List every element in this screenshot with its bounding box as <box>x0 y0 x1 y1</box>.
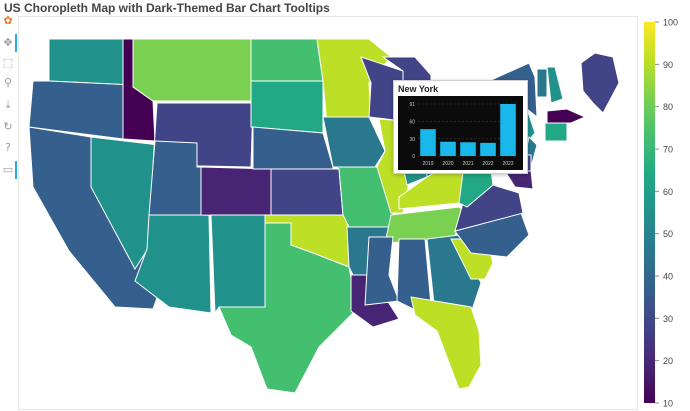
map-plot-area[interactable] <box>18 16 638 410</box>
state-fl[interactable] <box>410 296 482 390</box>
state-tx[interactable] <box>218 222 358 394</box>
reset-icon[interactable]: ↻ <box>3 120 13 133</box>
state-ma[interactable] <box>546 108 587 124</box>
tooltip-bar-2023 <box>500 104 516 156</box>
state-nm[interactable] <box>210 214 266 315</box>
state-me[interactable] <box>580 52 620 114</box>
state-ms[interactable] <box>364 236 400 306</box>
state-wa[interactable] <box>48 38 134 86</box>
tooltip-x-tick-label: 2023 <box>502 161 513 167</box>
state-nv[interactable] <box>90 136 160 270</box>
tooltip-y-tick-label: 60 <box>409 120 415 126</box>
tooltip-x-tick-label: 2020 <box>442 161 453 167</box>
state-ks[interactable] <box>270 168 344 216</box>
tooltip-state-name: New York <box>398 84 439 94</box>
bokeh-logo-icon: ✿ <box>3 14 13 27</box>
toolbar: ✿ ✥ ⬚ ⚲ ⤓ ↻? ▭ <box>0 14 17 184</box>
state-mt[interactable] <box>132 38 254 102</box>
color-bar-gradient <box>644 22 655 403</box>
wheel-zoom-icon[interactable]: ⚲ <box>3 76 13 89</box>
state-wi[interactable] <box>360 56 404 122</box>
help-icon[interactable]: ? <box>5 141 11 154</box>
tooltip-bar-2021 <box>460 142 476 156</box>
tooltip-y-tick-label: 91 <box>409 102 415 108</box>
pan-icon[interactable]: ✥ <box>1 34 17 52</box>
hover-tooltip: New York 0 30 60 91 2019 2020 2021 2022 2023 <box>393 80 528 174</box>
hover-icon[interactable]: ▭ <box>2 161 17 179</box>
color-bar-tick-label: 40 <box>663 272 673 282</box>
save-icon[interactable]: ⤓ <box>5 98 11 111</box>
state-ia[interactable] <box>322 116 386 168</box>
color-bar-tick-label: 70 <box>663 145 673 155</box>
color-bar-tick-label: 20 <box>663 356 673 366</box>
us-choropleth-map[interactable] <box>19 17 637 409</box>
tooltip-bar-2020 <box>440 141 456 156</box>
tooltip-bar-2019 <box>420 129 436 156</box>
tooltip-x-tick-label: 2019 <box>422 161 433 167</box>
color-bar-tick-label: 100 <box>663 18 678 28</box>
tooltip-x-tick-label: 2021 <box>462 161 473 167</box>
state-sd[interactable] <box>250 80 324 134</box>
color-bar-tick-label: 10 <box>663 399 673 409</box>
state-nd[interactable] <box>250 38 324 82</box>
state-co[interactable] <box>200 166 272 218</box>
tooltip-y-tick-label: 0 <box>412 154 415 160</box>
tooltip-y-tick-label: 30 <box>409 137 415 143</box>
state-nh[interactable] <box>546 66 564 104</box>
box-zoom-icon[interactable]: ⬚ <box>2 56 14 69</box>
color-bar-tick-label: 60 <box>663 187 673 197</box>
color-bar-tick-label: 80 <box>663 102 673 112</box>
chart-title: US Choropleth Map with Dark-Themed Bar C… <box>4 1 330 15</box>
state-vt[interactable] <box>536 68 548 98</box>
color-bar-tick-label: 90 <box>663 60 673 70</box>
tooltip-bar-chart: 0 30 60 91 2019 2020 2021 2022 2023 <box>398 96 523 170</box>
state-ct[interactable] <box>544 122 568 142</box>
tooltip-bar-2022 <box>480 142 496 156</box>
tooltip-x-tick-label: 2022 <box>482 161 493 167</box>
color-bar-tick-label: 50 <box>663 229 673 239</box>
color-bar-tick-label: 30 <box>663 314 673 324</box>
color-bar: 10 20 30 40 50 60 70 80 90 100 <box>644 18 678 409</box>
